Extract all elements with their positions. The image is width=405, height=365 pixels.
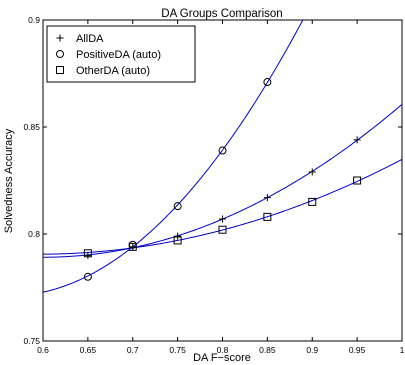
x-tick-label: 0.6	[37, 345, 49, 355]
legend-label-0: AllDA	[76, 33, 104, 45]
y-tick-label: 0.75	[23, 336, 40, 346]
x-tick-label: 0.9	[306, 345, 318, 355]
legend-label-2: OtherDA (auto)	[76, 65, 150, 77]
x-tick-label: 1	[400, 345, 405, 355]
x-tick-label: 0.85	[259, 345, 276, 355]
legend: AllDA PositiveDA (auto) OtherDA (auto)	[47, 26, 195, 82]
y-axis-label: Solvedness Accuracy	[3, 128, 15, 233]
y-tick-label: 0.85	[23, 122, 40, 132]
legend-label-1: PositiveDA (auto)	[76, 49, 161, 61]
x-tick-label: 0.7	[127, 345, 139, 355]
x-axis-label: DA F−score	[193, 352, 251, 364]
y-tick-label: 0.9	[28, 15, 40, 25]
x-tick-label: 0.65	[80, 345, 97, 355]
x-tick-label: 0.75	[169, 345, 186, 355]
x-tick-label: 0.95	[349, 345, 366, 355]
y-tick-label: 0.8	[28, 229, 40, 239]
chart-title: DA Groups Comparison	[161, 8, 282, 20]
